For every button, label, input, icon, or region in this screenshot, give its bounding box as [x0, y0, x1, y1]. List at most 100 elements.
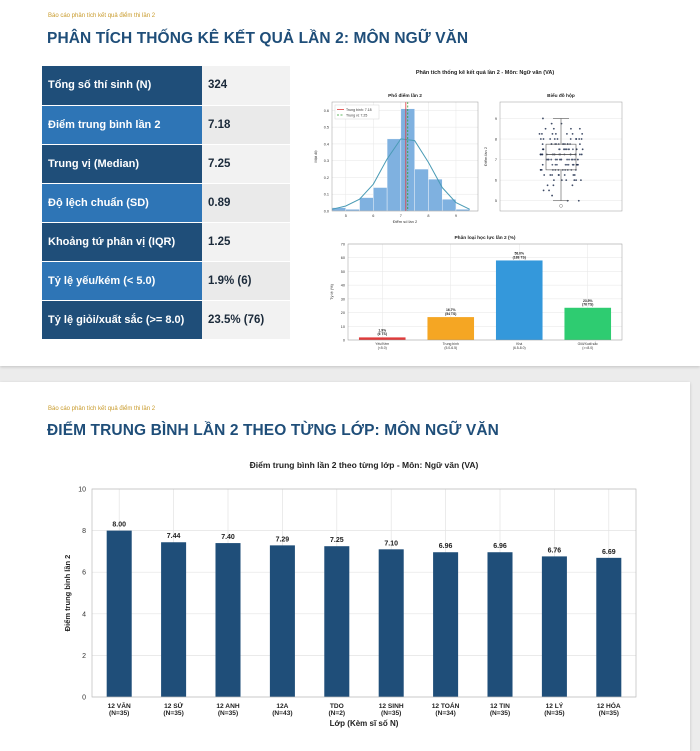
- data-label: 6.69: [602, 549, 616, 556]
- data-point: [551, 132, 554, 135]
- classification-ylabel: Tỷ lệ (%): [329, 283, 334, 300]
- data-point: [581, 148, 584, 151]
- y-tick-label: 0.4: [324, 142, 329, 146]
- y-tick-label: 9: [495, 117, 497, 121]
- x-tick-label: 12 LÝ (N=35): [544, 701, 564, 717]
- stats-row: Tỷ lệ yếu/kém (< 5.0) 1.9% (6): [42, 261, 290, 301]
- data-label: 23.5% (76 TS): [582, 299, 593, 307]
- class-average-title: Điểm trung bình lần 2 theo từng lớp - Mô…: [250, 460, 479, 470]
- data-point: [580, 179, 582, 182]
- stats-row: Độ lệch chuẩn (SD) 0.89: [42, 183, 290, 223]
- data-label: 1.9% (6 TS): [378, 328, 387, 336]
- data-point: [554, 158, 557, 161]
- data-label: 6.96: [439, 543, 453, 550]
- data-point: [560, 158, 563, 161]
- data-point: [574, 158, 576, 161]
- data-point: [573, 174, 576, 176]
- data-point: [543, 174, 546, 176]
- classification-bar: [564, 307, 612, 340]
- data-point: [558, 148, 560, 151]
- data-point: [551, 194, 553, 197]
- box-plot-title: Biểu đồ hộp: [547, 92, 575, 99]
- data-point: [579, 143, 581, 146]
- class-average-chart: Điểm trung bình lần 2 theo từng lớp - Mô…: [48, 454, 640, 746]
- x-tick-label: Yếu/Kém (<5.0): [375, 342, 389, 350]
- y-tick-label: 8: [495, 138, 497, 142]
- figure-title: Phân tích thống kê kết quả lần 2 - Môn: …: [416, 69, 555, 76]
- figure-panel: Phân tích thống kê kết quả lần 2 - Môn: …: [300, 62, 645, 360]
- histogram-bar: [345, 209, 360, 212]
- stats-row: Khoảng tứ phân vị (IQR) 1.25: [42, 222, 290, 262]
- histogram-bar: [414, 168, 429, 212]
- data-point: [570, 127, 572, 130]
- data-point: [551, 174, 554, 176]
- data-point: [569, 138, 572, 140]
- slide-class-averages: Báo cáo phân tích kết quả điểm thi lần 2…: [0, 382, 690, 751]
- y-tick-label: 0.3: [324, 159, 329, 163]
- x-tick-label: 12 TOÁN (N=34): [432, 701, 460, 717]
- y-tick-label: 0.6: [324, 109, 329, 113]
- legend-box: [334, 104, 380, 120]
- class-average-bar: [487, 552, 513, 697]
- x-tick-label: 12 HÓA (N=35): [597, 701, 621, 717]
- data-point: [542, 138, 545, 140]
- histogram-xlabel: Điểm số lần 2: [393, 219, 418, 224]
- stats-label: Tỷ lệ giỏi/xuất sắc (>= 8.0): [42, 300, 202, 340]
- histogram-bar: [455, 209, 470, 212]
- y-tick-label: 8: [82, 528, 86, 535]
- data-point: [541, 132, 543, 135]
- data-point: [554, 132, 557, 135]
- data-point: [538, 132, 541, 135]
- data-label: 6.96: [493, 543, 507, 550]
- class-average-bar: [596, 557, 622, 697]
- stats-label: Khoảng tứ phân vị (IQR): [42, 222, 202, 262]
- data-point: [580, 153, 583, 156]
- data-point: [566, 163, 568, 166]
- plot-frame: [347, 243, 623, 341]
- data-point: [578, 138, 581, 140]
- data-point: [564, 148, 567, 151]
- y-tick-label: 0: [343, 339, 345, 343]
- data-point: [556, 138, 559, 140]
- y-tick-label: 6: [82, 570, 86, 577]
- data-point: [556, 158, 558, 161]
- y-tick-label: 4: [82, 611, 86, 618]
- legend-label-median: Trung vị: 7.25: [346, 114, 367, 118]
- data-label: 7.25: [330, 537, 344, 544]
- class-average-bar: [269, 545, 295, 697]
- data-point: [568, 158, 570, 161]
- y-tick-label: 0.0: [324, 210, 329, 214]
- data-point: [564, 163, 567, 166]
- stats-row: Tỷ lệ giỏi/xuất sắc (>= 8.0) 23.5% (76): [42, 300, 290, 340]
- class-average-xlabel: Lớp (Kèm sĩ số N): [330, 719, 399, 728]
- data-point: [554, 163, 557, 166]
- y-tick-label: 2: [82, 653, 86, 660]
- data-label: 7.40: [221, 534, 235, 541]
- slide2-kicker: Báo cáo phân tích kết quả điểm thi lần 2: [48, 406, 156, 412]
- data-point: [553, 138, 556, 140]
- stats-table: Tổng số thí sinh (N) 324 Điểm trung bình…: [42, 66, 290, 340]
- data-point: [572, 163, 575, 166]
- stats-label: Độ lệch chuẩn (SD): [42, 183, 202, 223]
- x-tick-label: Khá (6.5-8.0): [513, 342, 526, 350]
- stats-value: 324: [202, 66, 290, 106]
- data-point: [577, 163, 579, 166]
- x-tick-label: 12 SỬ (N=35): [163, 701, 183, 717]
- histogram-title: Phổ điểm lần 2: [388, 92, 422, 99]
- data-point: [577, 199, 580, 202]
- x-tick-label: 6: [372, 214, 374, 218]
- stats-label: Điểm trung bình lần 2: [42, 105, 202, 145]
- legend-label-mean: Trung bình: 7.18: [346, 108, 372, 112]
- y-tick-label: 7: [495, 158, 497, 162]
- box-iqr: [545, 143, 577, 171]
- stats-row: Trung vị (Median) 7.25: [42, 144, 290, 184]
- data-point: [544, 127, 547, 130]
- stats-label: Tổng số thí sinh (N): [42, 66, 202, 106]
- stats-value: 7.25: [202, 144, 290, 184]
- y-tick-label: 50: [341, 270, 345, 274]
- data-point: [541, 163, 544, 166]
- data-point: [578, 127, 581, 130]
- stats-value: 23.5% (76): [202, 300, 290, 340]
- class-average-bar: [161, 542, 187, 697]
- data-point: [570, 158, 573, 161]
